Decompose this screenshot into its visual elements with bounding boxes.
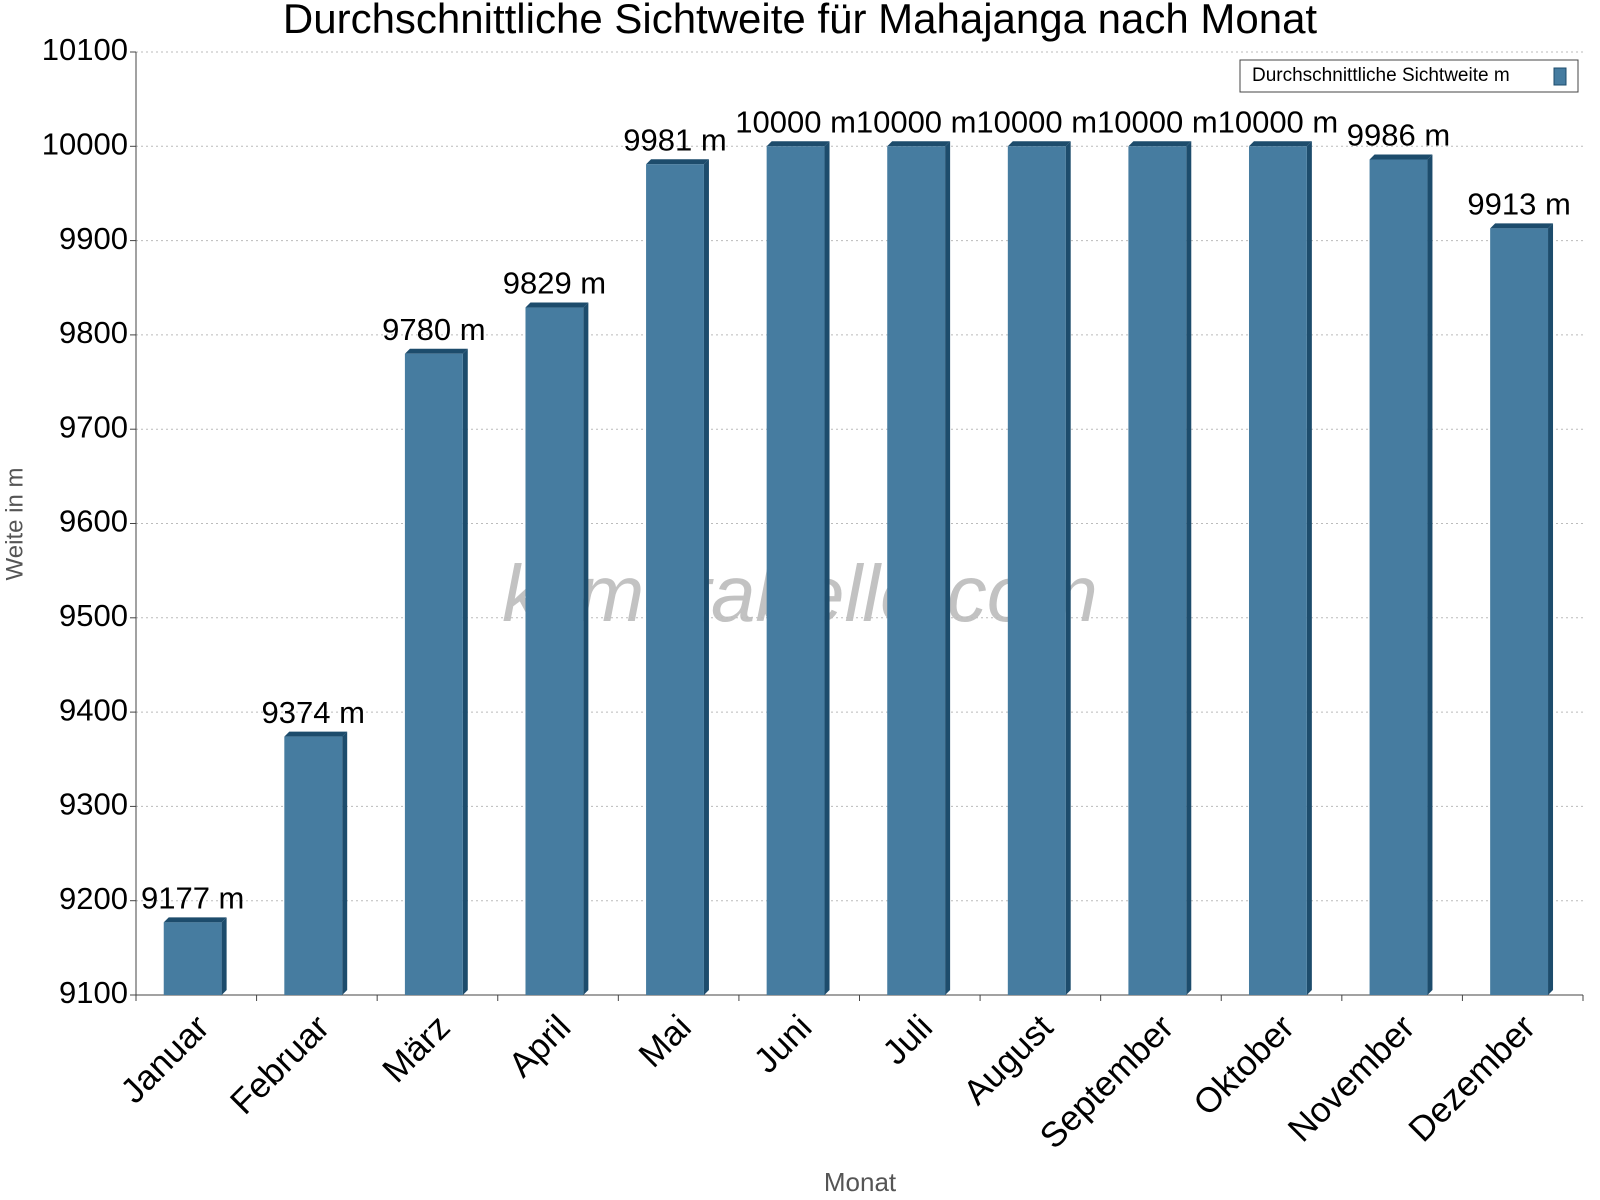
value-label: 10000 m — [856, 104, 977, 139]
y-tick-label: 9800 — [59, 315, 128, 350]
bar-top — [525, 302, 589, 308]
bar-top — [1248, 141, 1312, 147]
chart-title: Durchschnittliche Sichtweite für Mahajan… — [283, 0, 1318, 42]
value-label: 9981 m — [623, 122, 726, 157]
bar-top — [1128, 141, 1192, 147]
x-axis-label: Monat — [824, 1167, 897, 1197]
x-tick-label: Juli — [875, 1008, 940, 1073]
bar-side — [583, 302, 589, 996]
legend-box — [1239, 59, 1579, 93]
bar — [1248, 146, 1307, 996]
bar-top — [646, 159, 709, 165]
legend: Durchschnittliche Sichtweite m — [1239, 59, 1579, 93]
x-tick-label: Dezember — [1401, 1007, 1543, 1149]
bar-top — [1007, 141, 1071, 147]
x-tick-label: Oktober — [1186, 1007, 1302, 1123]
y-tick-label: 10000 — [42, 126, 128, 161]
bar-top — [284, 731, 348, 737]
x-tick-label: April — [501, 1008, 578, 1085]
value-label: 10000 m — [1218, 104, 1339, 139]
bar — [646, 164, 704, 996]
value-label: 9374 m — [262, 695, 365, 730]
bar — [525, 307, 584, 996]
bar-side — [1306, 141, 1312, 996]
value-label: 9913 m — [1467, 187, 1570, 222]
bar-top — [163, 917, 227, 923]
bar-side — [462, 348, 468, 995]
value-label: 9177 m — [141, 881, 244, 916]
y-axis-label: Weite in m — [1, 468, 28, 581]
x-tick-label: Mai — [631, 1008, 698, 1075]
legend-swatch — [1553, 67, 1567, 86]
x-tick-label: März — [375, 1008, 458, 1091]
bar-top — [887, 141, 951, 147]
y-tick-label: 10100 — [42, 32, 128, 67]
bar-top — [404, 348, 468, 354]
bar-side — [1065, 141, 1071, 996]
bar — [163, 922, 222, 995]
bar — [404, 353, 463, 995]
value-label: 10000 m — [735, 104, 856, 139]
y-tick-label: 9900 — [59, 221, 128, 256]
y-tick-label: 9100 — [59, 975, 128, 1010]
bar — [1490, 228, 1549, 995]
x-tick-label: Juni — [746, 1008, 819, 1081]
bar-top — [1490, 223, 1554, 229]
bar — [1369, 159, 1428, 995]
y-tick-label: 9600 — [59, 504, 128, 539]
bar — [1007, 146, 1066, 996]
bar-side — [1186, 141, 1192, 996]
x-tick-label: Februar — [223, 1007, 337, 1121]
x-tick-label: August — [956, 1007, 1061, 1112]
y-tick-label: 9400 — [59, 692, 128, 727]
bar-side — [221, 917, 227, 995]
y-tick-label: 9700 — [59, 409, 128, 444]
bar-side — [703, 159, 709, 996]
bar-side — [1427, 154, 1433, 995]
bar — [1128, 146, 1187, 996]
bar — [766, 146, 825, 996]
x-tick-label: November — [1281, 1007, 1423, 1149]
bar — [284, 736, 343, 995]
legend-label: Durchschnittliche Sichtweite m — [1252, 65, 1510, 86]
bar-side — [945, 141, 951, 996]
value-label: 9829 m — [503, 266, 606, 301]
y-tick-label: 9300 — [59, 787, 128, 822]
bar-top — [766, 141, 830, 147]
bar-top — [1369, 154, 1433, 160]
value-label: 9986 m — [1347, 118, 1450, 153]
value-label: 10000 m — [1097, 104, 1218, 139]
value-label: 9780 m — [382, 312, 485, 347]
bar — [887, 146, 946, 996]
bar-side — [824, 141, 830, 996]
y-tick-label: 9500 — [59, 598, 128, 633]
bar-side — [1548, 223, 1554, 995]
y-tick-label: 9200 — [59, 881, 128, 916]
bar-side — [342, 731, 348, 995]
x-tick-label: Januar — [113, 1007, 216, 1110]
value-label: 10000 m — [976, 104, 1097, 139]
